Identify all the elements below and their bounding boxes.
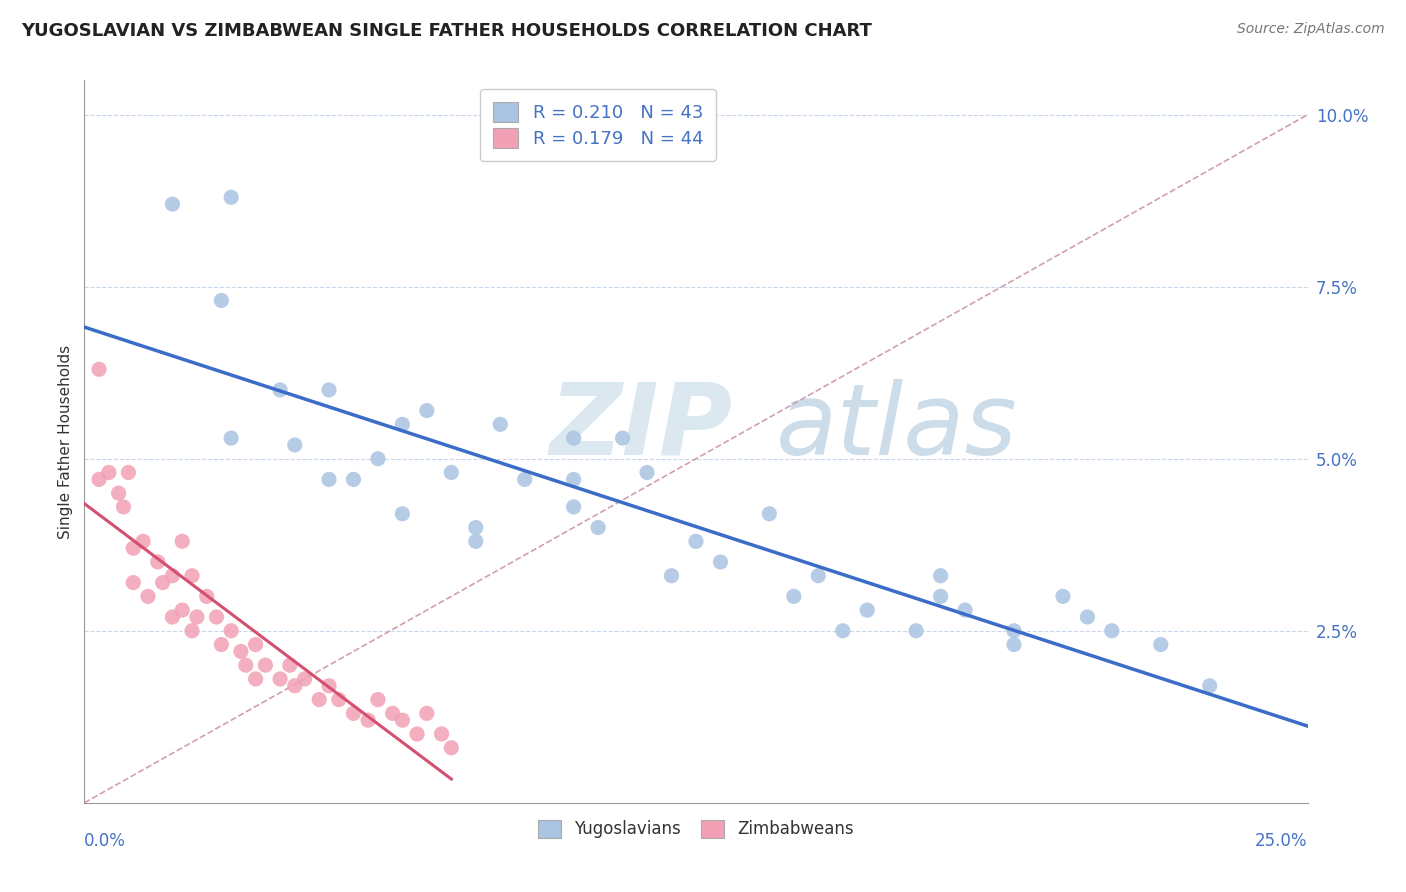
Point xyxy=(87,362,110,376)
Point xyxy=(783,590,806,604)
Point xyxy=(112,500,135,514)
Point xyxy=(186,610,208,624)
Point xyxy=(1002,638,1025,652)
Point xyxy=(430,727,453,741)
Point xyxy=(172,603,194,617)
Point xyxy=(685,534,707,549)
Point xyxy=(807,568,830,582)
Point xyxy=(269,672,291,686)
Point xyxy=(489,417,512,432)
Point xyxy=(391,713,413,727)
Point xyxy=(308,692,330,706)
Point xyxy=(513,472,536,486)
Point xyxy=(229,644,252,658)
Point xyxy=(391,417,413,432)
Text: ZIP: ZIP xyxy=(550,378,733,475)
Point xyxy=(195,590,218,604)
Point xyxy=(1052,590,1074,604)
Point xyxy=(1101,624,1123,638)
Point xyxy=(278,658,301,673)
Text: 0.0%: 0.0% xyxy=(84,831,127,850)
Point xyxy=(367,692,389,706)
Point xyxy=(328,692,350,706)
Point xyxy=(117,466,139,480)
Point xyxy=(406,727,429,741)
Text: Source: ZipAtlas.com: Source: ZipAtlas.com xyxy=(1237,22,1385,37)
Point xyxy=(357,713,380,727)
Y-axis label: Single Father Households: Single Father Households xyxy=(58,344,73,539)
Point xyxy=(440,466,463,480)
Point xyxy=(162,610,184,624)
Point xyxy=(440,740,463,755)
Point xyxy=(172,534,194,549)
Point xyxy=(284,438,307,452)
Point xyxy=(953,603,976,617)
Point xyxy=(97,466,120,480)
Point xyxy=(381,706,404,721)
Text: atlas: atlas xyxy=(776,378,1017,475)
Point xyxy=(132,534,155,549)
Point xyxy=(254,658,277,673)
Point xyxy=(235,658,257,673)
Point xyxy=(209,293,232,308)
Point xyxy=(107,486,129,500)
Point xyxy=(342,706,364,721)
Point xyxy=(1002,624,1025,638)
Point xyxy=(122,575,145,590)
Point xyxy=(219,624,242,638)
Point xyxy=(318,679,340,693)
Point xyxy=(562,500,585,514)
Legend: Yugoslavians, Zimbabweans: Yugoslavians, Zimbabweans xyxy=(531,813,860,845)
Point xyxy=(245,638,267,652)
Point xyxy=(219,190,242,204)
Point xyxy=(219,431,242,445)
Point xyxy=(209,638,232,652)
Point xyxy=(464,534,486,549)
Point xyxy=(562,472,585,486)
Point xyxy=(636,466,658,480)
Point xyxy=(929,568,952,582)
Point xyxy=(87,472,110,486)
Text: 25.0%: 25.0% xyxy=(1256,831,1308,850)
Point xyxy=(586,520,609,534)
Text: YUGOSLAVIAN VS ZIMBABWEAN SINGLE FATHER HOUSEHOLDS CORRELATION CHART: YUGOSLAVIAN VS ZIMBABWEAN SINGLE FATHER … xyxy=(21,22,872,40)
Point xyxy=(318,472,340,486)
Point xyxy=(929,590,952,604)
Point xyxy=(162,197,184,211)
Point xyxy=(342,472,364,486)
Point xyxy=(758,507,780,521)
Point xyxy=(464,520,486,534)
Point xyxy=(391,507,413,521)
Point xyxy=(416,706,439,721)
Point xyxy=(245,672,267,686)
Point xyxy=(136,590,159,604)
Point xyxy=(294,672,316,686)
Point xyxy=(1150,638,1173,652)
Point xyxy=(152,575,174,590)
Point xyxy=(562,431,585,445)
Point xyxy=(367,451,389,466)
Point xyxy=(905,624,928,638)
Point xyxy=(709,555,731,569)
Point xyxy=(269,383,291,397)
Point xyxy=(831,624,853,638)
Point xyxy=(205,610,228,624)
Point xyxy=(181,624,204,638)
Point xyxy=(284,679,307,693)
Point xyxy=(1198,679,1220,693)
Point xyxy=(162,568,184,582)
Point xyxy=(856,603,879,617)
Point xyxy=(122,541,145,556)
Point xyxy=(1076,610,1098,624)
Point xyxy=(146,555,169,569)
Point xyxy=(318,383,340,397)
Point xyxy=(661,568,683,582)
Point xyxy=(416,403,439,417)
Point xyxy=(612,431,634,445)
Point xyxy=(181,568,204,582)
